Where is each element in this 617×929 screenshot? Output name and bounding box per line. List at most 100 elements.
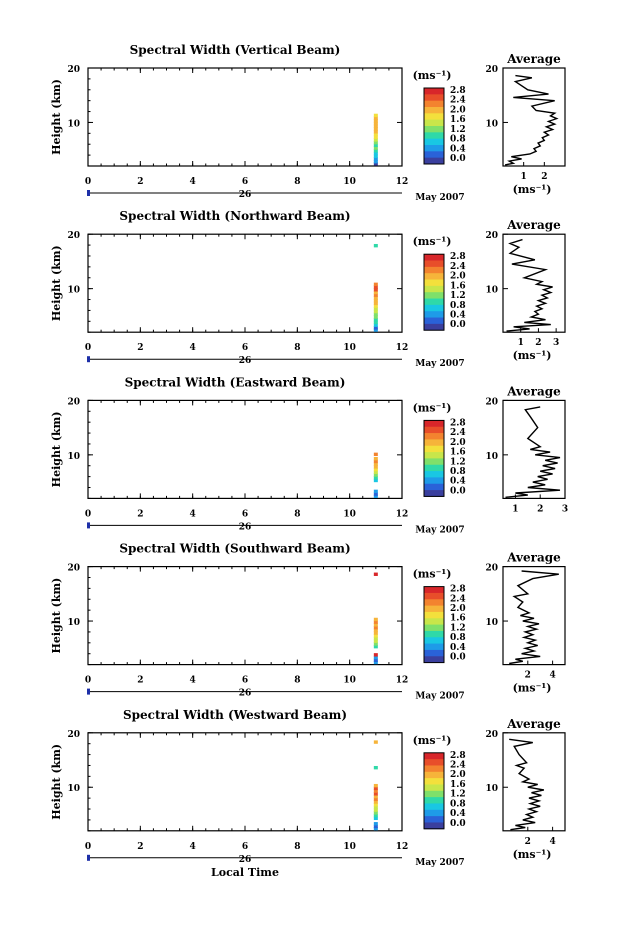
colorbar-tick-label: 2.4 [450, 428, 466, 438]
data-cell [373, 243, 378, 248]
colorbar-segment [424, 759, 444, 766]
data-cell [373, 800, 378, 804]
data-cell [373, 135, 378, 139]
data-cell [373, 797, 378, 801]
average-x-axis-label: (ms⁻¹) [513, 848, 552, 861]
colorbar-unit: (ms⁻¹) [413, 568, 452, 581]
colorbar-segment [424, 433, 444, 440]
average-y-tick-label: 10 [485, 452, 498, 462]
data-cell [373, 121, 378, 126]
data-cell [373, 824, 378, 829]
colorbar-segment [424, 279, 444, 287]
colorbar-segment [424, 452, 444, 459]
x-tick-label: 2 [137, 842, 143, 852]
average-x-tick-label: 1 [518, 338, 524, 348]
colorbar-segment [424, 266, 444, 274]
colorbar-segment [424, 132, 444, 140]
colorbar-segment [424, 100, 444, 108]
colorbar-unit: (ms⁻¹) [413, 401, 452, 414]
data-cell [373, 634, 378, 638]
x-tick-label: 8 [294, 842, 300, 852]
colorbar-segment [424, 771, 444, 779]
x-tick-label: 0 [85, 343, 91, 353]
colorbar-segment [424, 471, 444, 478]
colorbar-segment [424, 803, 444, 811]
average-x-tick-label: 2 [525, 837, 531, 847]
data-cell [373, 151, 378, 156]
colorbar-segment [424, 649, 444, 657]
data-cell [373, 489, 378, 494]
colorbar-tick-label: 1.2 [450, 790, 466, 800]
x-tick-label: 10 [343, 509, 356, 519]
average-x-tick-label: 2 [537, 504, 543, 514]
data-cell [373, 318, 378, 322]
average-y-tick-label: 20 [485, 564, 498, 574]
colorbar-segment [424, 822, 444, 830]
data-cell [373, 328, 378, 332]
day-label: 26 [239, 356, 252, 366]
colorbar-segment [424, 298, 444, 306]
y-tick-label: 20 [67, 730, 80, 740]
x-tick-label: 4 [190, 842, 196, 852]
data-cell [373, 301, 378, 306]
month-label: May 2007 [415, 359, 464, 369]
colorbar-segment [424, 605, 444, 613]
panel-title: Spectral Width (Northward Beam) [119, 209, 350, 223]
data-cell [373, 467, 378, 472]
data-cell [373, 813, 378, 818]
average-y-tick-label: 10 [485, 784, 498, 794]
x-tick-label: 6 [242, 509, 248, 519]
colorbar-segment [424, 656, 444, 663]
y-tick-label: 10 [67, 784, 80, 794]
plot-frame [87, 565, 403, 666]
data-cell [373, 816, 378, 821]
data-cell [373, 492, 378, 496]
y-axis-label: Height (km) [50, 245, 63, 321]
colorbar-segment [424, 586, 444, 594]
colorbar-segment [424, 637, 444, 644]
colorbar-tick-label: 0.0 [450, 320, 466, 330]
average-x-axis-label: (ms⁻¹) [513, 349, 552, 362]
data-cell [373, 138, 378, 142]
data-cell [373, 113, 378, 118]
day-timeline-marker [87, 356, 90, 363]
panel-title: Spectral Width (Eastward Beam) [125, 375, 346, 389]
data-cell [373, 789, 378, 793]
average-title: Average [506, 551, 561, 565]
data-cell [373, 130, 378, 134]
data-cell [373, 636, 378, 641]
colorbar-segment [424, 490, 444, 497]
data-cell [373, 494, 378, 498]
colorbar-tick-label: 0.8 [450, 467, 466, 477]
data-cell [373, 811, 378, 815]
data-cell [373, 119, 378, 123]
data-cell [373, 282, 378, 287]
y-tick-label: 20 [67, 231, 80, 241]
data-cell [373, 312, 378, 316]
average-frame [502, 399, 566, 499]
colorbar-tick-label: 0.4 [450, 144, 466, 154]
colorbar-tick-label: 2.4 [450, 594, 466, 604]
x-tick-label: 6 [242, 676, 248, 686]
x-tick-label: 0 [85, 676, 91, 686]
average-title: Average [506, 384, 561, 398]
average-frame [502, 233, 566, 333]
colorbar-tick-label: 0.0 [450, 819, 466, 829]
x-tick-label: 8 [294, 509, 300, 519]
x-tick-label: 8 [294, 177, 300, 187]
colorbar-tick-label: 1.2 [450, 457, 466, 467]
day-timeline-marker [87, 854, 90, 861]
colorbar-segment [424, 304, 444, 312]
y-tick-label: 20 [67, 65, 80, 75]
colorbar-segment [424, 426, 444, 434]
data-cell [373, 470, 378, 475]
colorbar-segment [424, 643, 444, 651]
colorbar-tick-label: 0.0 [450, 154, 466, 164]
colorbar-tick-label: 1.6 [450, 448, 466, 458]
colorbar-frame [423, 586, 445, 664]
average-y-tick-label: 20 [485, 65, 498, 75]
data-cell [373, 154, 378, 158]
colorbar-segment [424, 765, 444, 773]
day-label: 26 [239, 689, 252, 699]
data-cell [373, 765, 378, 770]
